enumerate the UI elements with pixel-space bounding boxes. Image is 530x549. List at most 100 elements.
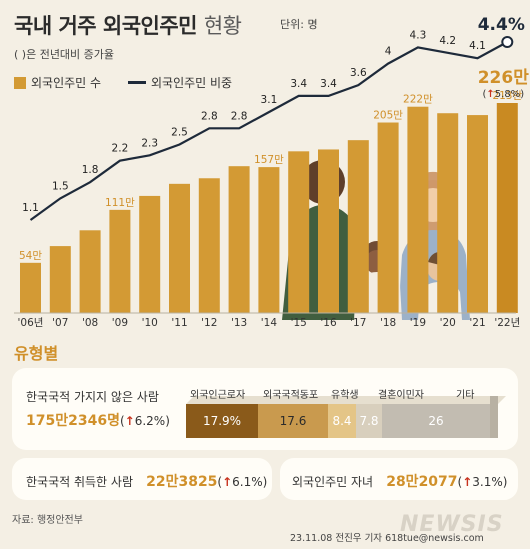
ratio-label-6: 2.8	[201, 110, 218, 122]
naturalized-value: 22만3825	[146, 474, 218, 490]
highlight-change-value: 5.8%	[495, 89, 520, 100]
highlight-change: (↑5.8%)	[482, 89, 524, 100]
ratio-label-8: 3.1	[261, 94, 278, 106]
x-label-15: '21	[469, 317, 485, 329]
legend-bar-label: 외국인주민 수	[31, 76, 102, 90]
legend-line: 외국인주민 비중	[128, 74, 232, 91]
ratio-label-3: 2.2	[112, 143, 129, 155]
ratio-label-12: 4	[385, 46, 392, 58]
ratio-label-15: 4.1	[469, 40, 486, 52]
bar-label-8: 157만	[254, 154, 284, 166]
bar-15	[467, 115, 488, 313]
bar-5	[169, 183, 190, 313]
ratio-label-10: 3.4	[320, 78, 337, 90]
segment-4: 26	[382, 404, 490, 438]
x-label-5: '11	[171, 317, 187, 329]
segment-label-3: 결혼이민자	[378, 390, 424, 401]
x-label-3: '09	[112, 317, 128, 329]
title-sub: 현황	[203, 14, 242, 38]
title-main: 국내 거주 외국인주민	[14, 14, 198, 38]
segment-2: 8.4	[328, 404, 356, 438]
ratio-label-5: 2.5	[171, 126, 188, 138]
children-panel	[280, 458, 518, 500]
highlight-count: 226만	[478, 68, 529, 88]
x-label-6: '12	[201, 317, 217, 329]
page-title: 국내 거주 외국인주민 현황	[14, 10, 242, 40]
naturalized-row: 한국국적 취득한 사람 22만3825(↑6.1%)	[26, 474, 268, 490]
bar-8	[258, 167, 280, 313]
bar-14	[437, 113, 459, 313]
ratio-label-4: 2.3	[141, 137, 158, 149]
bar-4	[139, 195, 161, 313]
segment-label-4: 기타	[456, 390, 475, 401]
ratio-label-14: 4.2	[439, 35, 456, 47]
legend-line-swatch	[128, 81, 146, 84]
credit-line: 23.11.08 전진우 기자 618tue@newsis.com	[290, 533, 484, 544]
children-change: 3.1%	[472, 475, 503, 489]
segment-3: 7.8	[356, 404, 382, 438]
non-citizen-value-row: 175만2346명(↑6.2%)	[26, 413, 170, 429]
line-labels: 1.1 1.5 1.8 2.2 2.3 2.5 2.8 2.8 3.1 3.4 3.4 3.6 4 4.3…	[22, 29, 486, 214]
source-note: 자료: 행정안전부	[12, 515, 83, 526]
bar-6	[198, 178, 220, 313]
x-label-12: '18	[380, 317, 396, 329]
bar-series	[20, 103, 518, 313]
bar-10	[318, 149, 339, 313]
bar-1	[49, 246, 71, 313]
ratio-label-2: 1.8	[82, 164, 99, 176]
x-label-4: '10	[142, 317, 158, 329]
highlight-dot	[501, 36, 514, 48]
x-label-2: '08	[82, 317, 98, 329]
x-label-7: '13	[231, 317, 247, 329]
unit-label: 단위: 명	[280, 18, 318, 31]
x-axis-labels: '06년 '07 '08 '09 '10 '11 '12 '13 '14 '15 '16 '17 '18…	[18, 317, 521, 329]
x-label-13: '19	[410, 317, 426, 329]
highlight-ratio: 4.4%	[478, 15, 525, 35]
children-value: 28만2077	[386, 474, 458, 490]
note-label: ( )은 전년대비 증가율	[14, 48, 115, 61]
segment-label-2: 유학생	[331, 390, 359, 401]
x-label-14: '20	[440, 317, 456, 329]
ratio-line	[29, 41, 508, 221]
x-label-8: '14	[261, 317, 278, 329]
bar-label-12: 205만	[373, 110, 403, 122]
ratio-label-7: 2.8	[231, 110, 248, 122]
children-row: 외국인주민 자녀 28만2077(↑3.1%)	[292, 474, 508, 490]
non-citizen-change: 6.2%	[134, 414, 166, 428]
bar-label-3: 111만	[105, 197, 135, 209]
legend-line-label: 외국인주민 비중	[151, 76, 233, 90]
bar-label-0: 54만	[19, 250, 42, 262]
ratio-label-0: 1.1	[22, 202, 39, 214]
bar-11	[347, 140, 369, 313]
non-citizen-value: 175만2346명	[26, 413, 120, 429]
x-label-11: '17	[350, 317, 366, 329]
x-label-9: '15	[291, 317, 307, 329]
type-section-title: 유형별	[14, 344, 59, 363]
bar-9	[288, 151, 310, 313]
ratio-label-11: 3.6	[350, 67, 367, 79]
bar-label-13: 222만	[403, 94, 433, 106]
x-label-1: '07	[52, 317, 68, 329]
bar-7	[228, 166, 250, 313]
segment-1: 17.6	[258, 404, 328, 438]
bar-3	[109, 209, 131, 313]
legend-bar: 외국인주민 수	[14, 74, 101, 91]
newsis-logo: NEWSIS	[400, 512, 504, 537]
segment-0: 17.9%	[186, 404, 258, 438]
bar-12	[377, 122, 399, 313]
bar-13	[407, 106, 429, 313]
segment-label-0: 외국인근로자	[190, 390, 246, 401]
bar-0	[20, 262, 41, 313]
naturalized-panel	[12, 458, 272, 500]
non-citizen-label: 한국국적 가지지 않은 사람	[26, 390, 159, 404]
bar-label-16: 213만	[492, 90, 522, 102]
children-label: 외국인주민 자녀	[292, 475, 374, 489]
ratio-label-13: 4.3	[410, 29, 427, 41]
x-label-10: '16	[320, 317, 337, 329]
arrow-up-icon: ↑	[222, 475, 233, 489]
naturalized-change: 6.1%	[232, 475, 263, 489]
x-label-16: '22년	[494, 317, 520, 329]
segment-bar-side	[490, 396, 498, 438]
